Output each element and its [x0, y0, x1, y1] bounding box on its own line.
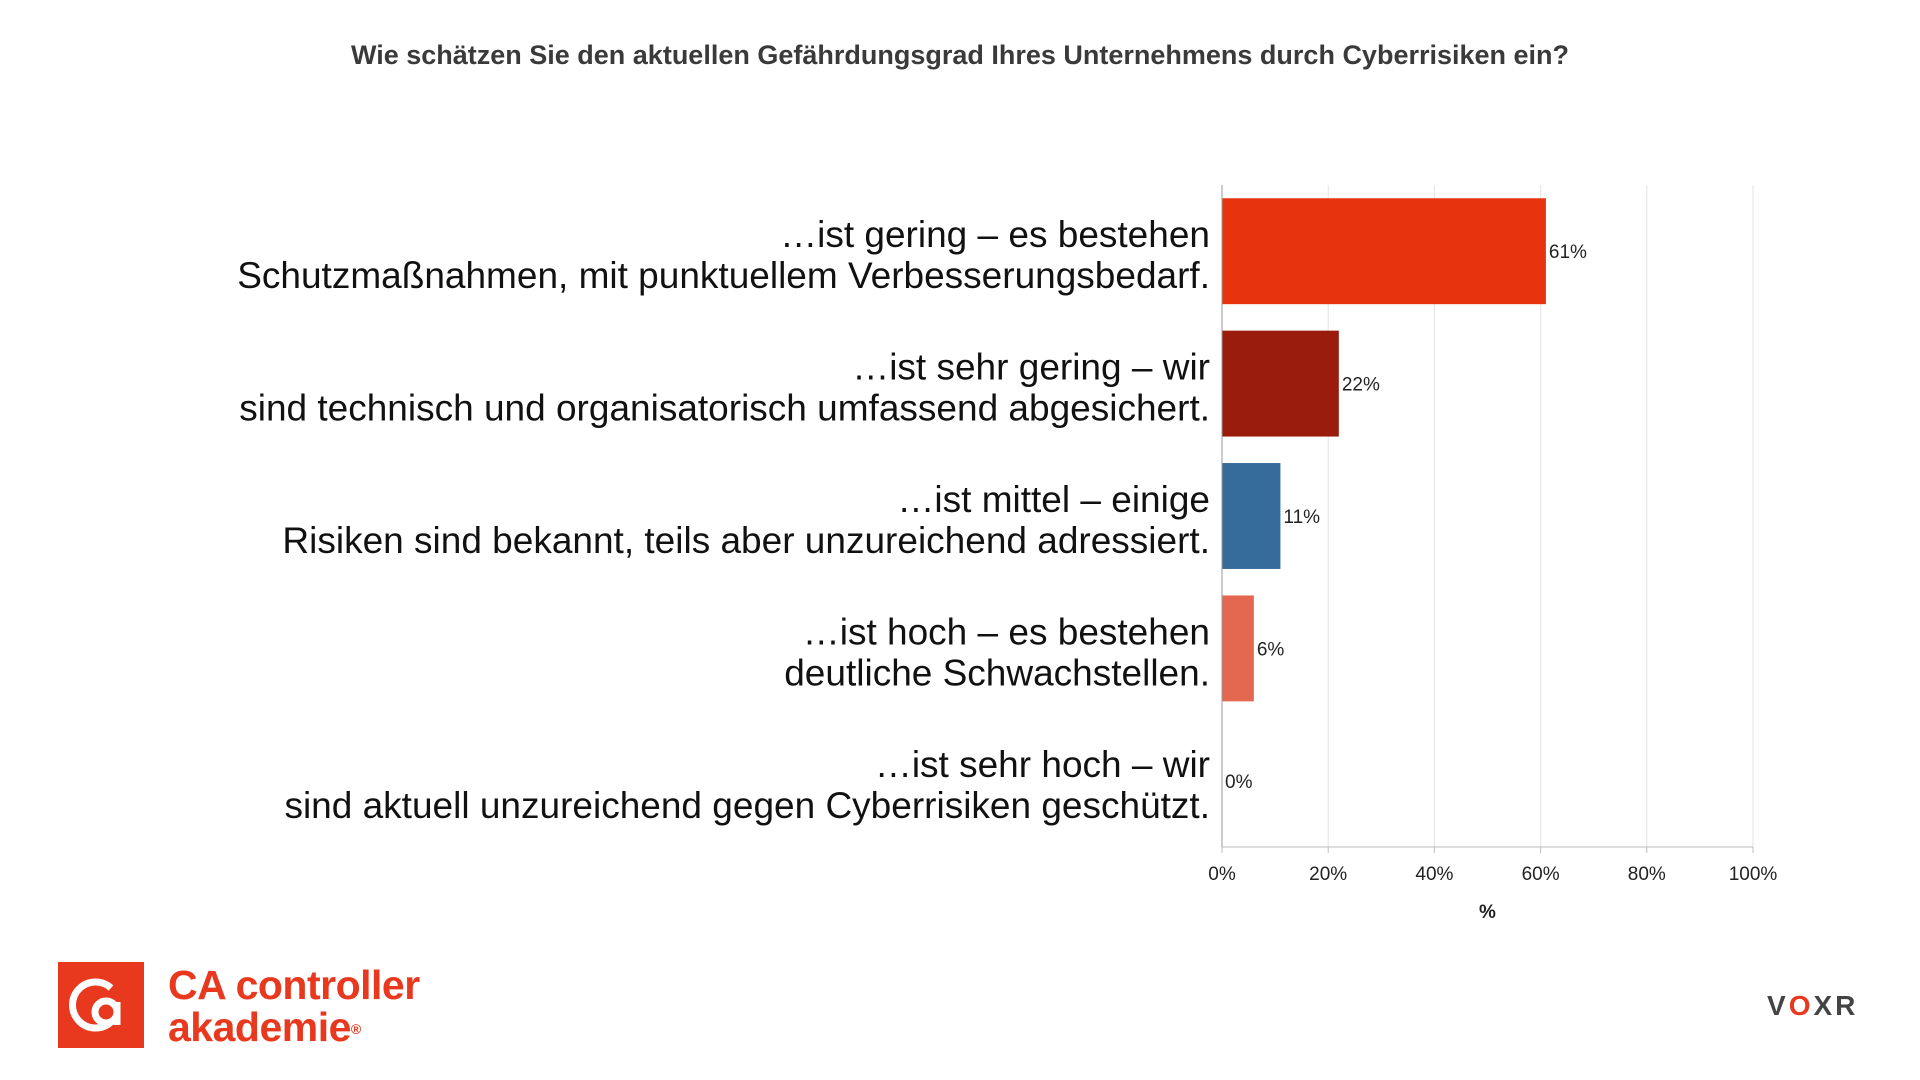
chart-title: Wie schätzen Sie den aktuellen Gefährdun…	[350, 40, 1570, 70]
data-label: 0%	[1225, 772, 1253, 793]
registered-mark: ®	[350, 1021, 361, 1037]
bar	[1222, 463, 1281, 569]
category-label: …ist mittel – einige Risiken sind bekannt…	[282, 479, 1210, 561]
brand-logo-text: CA controller akademie®	[168, 964, 420, 1048]
brand-logo-line1: CA controller	[168, 962, 420, 1008]
category-label: …ist sehr hoch – wir sind aktuell unzurei…	[284, 744, 1210, 826]
x-tick-label: 40%	[1415, 864, 1453, 885]
data-label: 22%	[1342, 375, 1380, 396]
x-tick-label: 0%	[1208, 864, 1236, 885]
category-label: …ist gering – es bestehen Schutzmaßnahmen…	[237, 214, 1210, 296]
x-tick-label: 80%	[1628, 864, 1666, 885]
data-label: 61%	[1549, 242, 1587, 263]
data-label: 6%	[1257, 639, 1285, 660]
x-tick-label: 60%	[1522, 864, 1560, 885]
voxr-logo: VOXR	[1767, 990, 1859, 1021]
x-tick-label: 20%	[1309, 864, 1347, 885]
x-axis-title: %	[1479, 902, 1496, 923]
data-label: 11%	[1283, 507, 1320, 528]
category-label: …ist hoch – es bestehen deutliche Schwach…	[784, 611, 1210, 693]
bar	[1222, 198, 1546, 305]
bar	[1222, 330, 1339, 437]
x-tick-label: 100%	[1729, 864, 1778, 885]
ca-logo-icon	[58, 962, 144, 1048]
category-label: …ist sehr gering – wir sind technisch und…	[239, 347, 1210, 429]
bar	[1222, 595, 1254, 702]
brand-logo-line2: akademie	[168, 1004, 351, 1050]
bar-chart: 61% …ist gering – es bestehen Schutzmaßnah…	[237, 185, 1778, 923]
